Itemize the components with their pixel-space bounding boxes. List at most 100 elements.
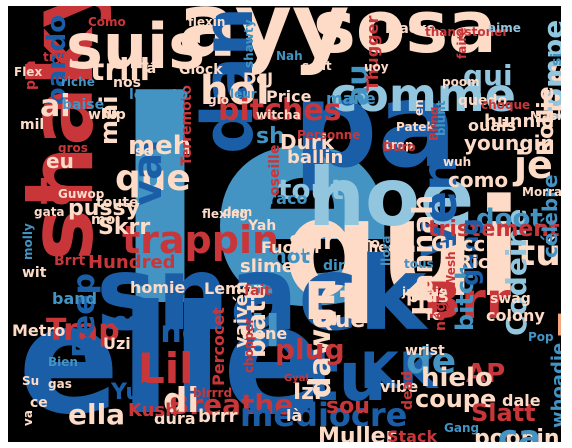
word: Hundred (88, 252, 176, 273)
word: wuh (443, 155, 472, 169)
word: moi (91, 212, 121, 228)
word: chopper (242, 317, 256, 373)
word: AP (466, 359, 506, 389)
word: Su (22, 374, 40, 388)
word: trop (385, 138, 414, 152)
word: Guwop (58, 187, 105, 201)
word: si (549, 52, 561, 66)
word: swag (490, 291, 531, 307)
word: Flex (14, 65, 43, 79)
word: como (448, 168, 509, 192)
word: est (113, 309, 152, 334)
word: aime (488, 21, 521, 35)
word-cloud: le qui elle ayy pa Skrrt sosa shaky snack suis hoe… (8, 6, 561, 442)
word: plus (406, 286, 449, 307)
word: Muller (318, 424, 397, 443)
word: mediocre (240, 396, 408, 434)
word: KK (360, 342, 438, 400)
word: Duro (383, 140, 416, 154)
word: nos (113, 75, 141, 91)
word: ce (30, 395, 48, 411)
word: toute (96, 195, 139, 211)
word: Price (266, 87, 312, 106)
word: trill (90, 53, 150, 88)
word: gas (48, 377, 72, 391)
word: tristement (428, 217, 560, 242)
word: se (135, 144, 153, 160)
word: Glock (179, 62, 223, 78)
word: Percocet (209, 307, 228, 386)
word: là (286, 406, 303, 425)
word: Yah (248, 218, 277, 234)
word: hunnid (484, 111, 555, 132)
word: ouais (468, 116, 517, 135)
word: Yuh (111, 380, 157, 405)
word: vibe (380, 377, 419, 396)
word: il (250, 306, 281, 357)
word: choque (481, 98, 531, 112)
word: Lil (138, 344, 194, 393)
word: Qué (316, 308, 366, 333)
word: whip (88, 107, 126, 123)
word: hoe (308, 151, 475, 244)
word: Durk (280, 130, 335, 154)
word: youngin (464, 131, 555, 155)
word: pussy (68, 196, 140, 221)
word: ça (498, 418, 542, 442)
word: DeJ (243, 69, 274, 88)
word: Flacko (385, 21, 436, 37)
word: plug (275, 333, 345, 366)
word: qui (283, 170, 523, 327)
word: llora (379, 235, 393, 267)
word: blunt (434, 100, 448, 136)
word: ballin (287, 147, 344, 168)
word: leur (230, 87, 257, 101)
word: Gyal (284, 373, 309, 384)
word: que (115, 158, 191, 199)
word: tout (278, 173, 344, 206)
word: Stack (387, 427, 438, 443)
word: meh (128, 131, 192, 161)
word: molly (21, 223, 35, 260)
word: Lemon (204, 279, 265, 298)
word: uoy (364, 60, 389, 74)
word: wit (22, 265, 47, 281)
word: de (406, 341, 457, 382)
word: tu (306, 338, 387, 417)
word: levantó (129, 87, 189, 103)
word: le (112, 43, 398, 369)
word: Uzi (103, 334, 131, 353)
word: Rich (458, 252, 502, 273)
word: tous (404, 257, 434, 271)
word: Pop (528, 330, 554, 344)
word: blrrrd (193, 386, 233, 400)
word: dura (154, 409, 196, 428)
word: Thugger (363, 15, 382, 91)
word: Bien (48, 355, 78, 369)
word: je (514, 143, 553, 187)
word: di (163, 381, 199, 421)
word: Nah (276, 49, 303, 63)
word: Patek (396, 120, 435, 134)
word: sheesh (360, 240, 416, 256)
word: Beep (67, 272, 102, 358)
word: Gang (444, 421, 480, 435)
word: sou (326, 394, 370, 419)
word: Tá (139, 61, 157, 77)
word: Metro (12, 321, 66, 340)
word: thot (263, 244, 311, 268)
word: Skrr (98, 215, 151, 240)
word: hol (200, 68, 270, 114)
word: riche (61, 75, 95, 89)
word: Brr (423, 272, 511, 330)
word: gata (34, 205, 65, 219)
word: dale (502, 391, 541, 410)
word: ai (40, 89, 71, 124)
word: dir (323, 258, 345, 274)
word: sh (256, 124, 285, 149)
word: poom (442, 75, 480, 89)
word: suis (66, 10, 206, 83)
word: lo (38, 173, 74, 213)
word: sont (302, 59, 332, 73)
word: gros (58, 141, 88, 155)
